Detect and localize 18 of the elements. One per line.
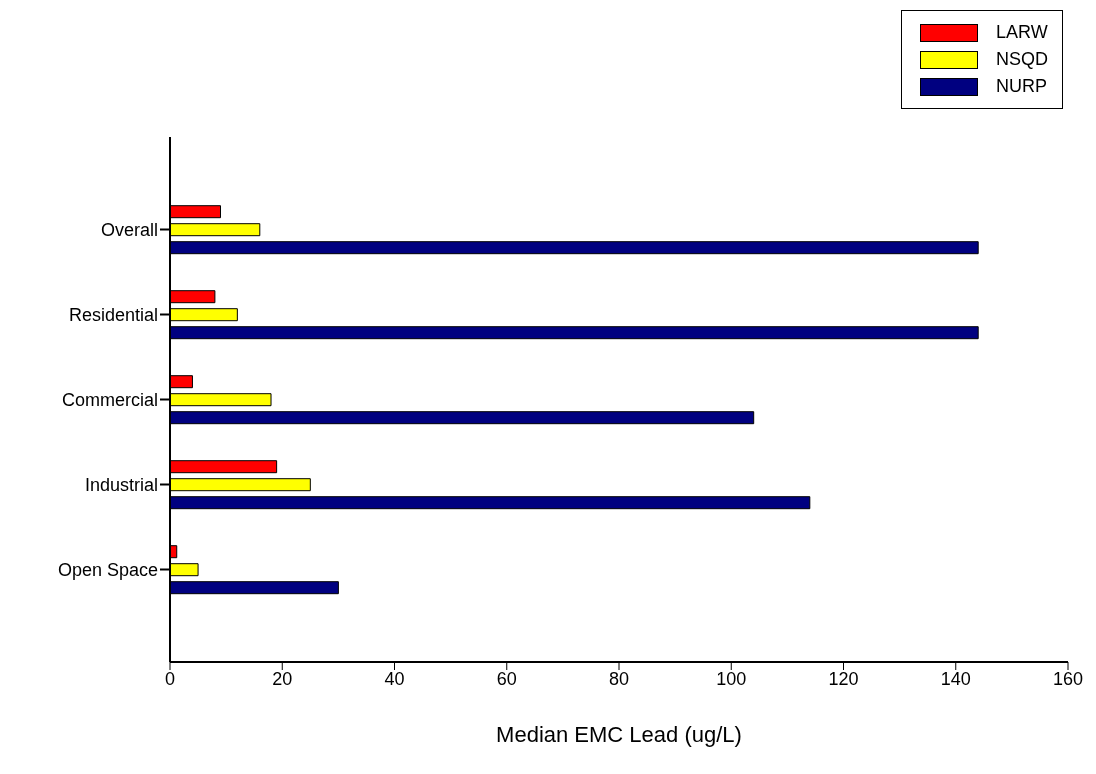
legend-label: LARW <box>995 22 1048 43</box>
x-tick-label: 0 <box>164 668 176 689</box>
x-tick-label: 140 <box>940 668 971 689</box>
legend-label: NSQD <box>995 49 1048 70</box>
y-tick-label: Commercial <box>61 389 158 410</box>
x-tick-label: 160 <box>1052 668 1084 689</box>
y-tick-label: Residential <box>68 304 158 325</box>
x-tick-label: 100 <box>716 668 747 689</box>
x-tick-label: 60 <box>496 668 517 689</box>
x-tick-label: 20 <box>272 668 293 689</box>
y-tick-label: Overall <box>100 219 158 240</box>
x-tick-label: 120 <box>828 668 859 689</box>
x-tick-label: 40 <box>384 668 405 689</box>
x-axis-title: Median EMC Lead (ug/L) <box>496 722 742 747</box>
y-tick-label: Industrial <box>84 474 158 495</box>
y-tick-label: Open Space <box>57 559 158 580</box>
legend-label: NURP <box>995 76 1047 97</box>
x-tick-label: 80 <box>608 668 630 689</box>
